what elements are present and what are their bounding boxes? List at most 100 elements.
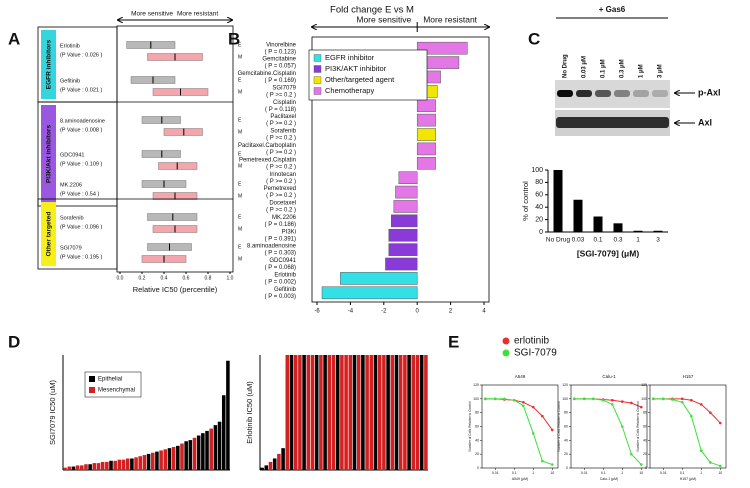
y-tick-label: 100 [562,397,568,401]
bar [80,465,84,470]
p-value: ( P = 0.002) [265,279,296,285]
point [630,452,633,456]
point [541,459,544,463]
y-tick-label: 100 [641,397,647,401]
row-label: M [238,256,242,262]
y-tick-label: 80 [535,179,543,186]
legend-label: Mesenchymal [98,388,135,394]
y-tick-label: 120 [562,383,568,387]
point [671,398,674,401]
category-label: Erlotinib [274,272,296,278]
legend-label: SGI-7079 [514,348,557,359]
bar [573,199,583,232]
bar [188,440,193,470]
row-label: E [238,244,242,250]
plot-frame [116,25,234,273]
bar [285,355,290,470]
annotation: More sensitive [356,14,411,24]
y-tick-label: 60 [564,424,568,428]
x-tick-label: -4 [348,309,354,315]
chart-title: Fold change E vs M [330,5,414,16]
bar [272,458,277,470]
category-label: Gemcitabine.Cisplatin [238,71,296,77]
point [512,398,516,402]
group-label-box [41,30,56,99]
blot-strip [555,80,670,108]
legend-swatch [89,376,95,382]
point [690,398,693,402]
curve [653,398,721,424]
y-tick-label: 40 [643,438,647,442]
row-label: M [238,89,242,95]
bar [323,355,327,470]
x-tick-label: No Drug [546,237,571,244]
bar [92,463,97,470]
row-label: E [238,117,242,123]
lane-label: 0.1 μM [601,59,607,78]
legend-swatch [313,54,322,62]
point [630,401,633,405]
category-label: Pemetrexed [264,186,296,192]
x-tick-label: 0.01 [492,471,499,475]
point [573,397,576,401]
x-tick-label: 0.1 [601,471,606,475]
bar [100,461,105,470]
x-tick-label: 2 [449,309,453,315]
band [595,90,611,97]
bar [553,170,563,232]
p-value: ( P >= 0.2 ) [266,150,296,156]
y-tick-label: 60 [535,192,543,199]
bar [593,216,603,232]
box [147,213,198,221]
category-label: Vinorelbine [266,42,297,48]
y-tick-label: 100 [531,167,543,174]
panel-label: A [8,29,20,48]
bar [369,355,374,470]
box [163,128,203,136]
y-axis-label: Number of Cells Relative to Control [557,401,561,451]
p-value: ( P >= 0.2 ) [266,208,296,214]
treatment-label: + Gas6 [599,5,626,14]
p-value: (P Value : 0.195 ) [60,254,102,260]
row-label: E [238,77,242,83]
bar [163,449,168,470]
row-label: M [238,129,242,135]
lane-label: 3 μM [658,64,664,78]
p-value: ( P >= 0.2 ) [266,164,296,170]
box [141,150,181,158]
bar [264,465,269,470]
bar [416,128,436,141]
point [620,425,624,428]
bar [117,459,122,470]
point [531,405,535,409]
bar [105,461,109,470]
x-tick-label: 1 [532,471,534,475]
category-label: Gefitinib [274,287,297,293]
x-axis-label: [SGI-7079] (μM) [577,248,640,258]
category-label: Irinotecan [270,172,296,178]
point [592,397,595,401]
band-label: p-Axl [698,87,721,97]
x-axis-label: H157 (μM) [680,477,697,481]
bar [167,448,172,470]
p-value: (P Value : 0.021 ) [60,87,102,93]
bar [159,450,163,470]
p-value: (P Value : 0.008 ) [60,127,102,133]
bar [388,243,418,256]
group-box [37,198,118,270]
x-tick-label: 10 [639,471,643,475]
bar [298,355,302,470]
y-tick-label: 20 [564,452,568,456]
legend-label: Chemotherapy [325,86,374,95]
category-label: Paclitaxel [270,114,296,120]
bar [209,428,213,470]
p-value: ( P >= 0.2 ) [266,179,296,185]
bar [260,467,264,470]
point [531,432,535,435]
legend-label: EGFR inhibitor [325,53,375,62]
band-label: Axl [698,117,712,127]
bar [416,41,468,55]
panel-label: C [528,29,540,48]
point [620,400,624,403]
western-blot: C + Gas6 No Drug 0.03 μM 0.1 μM 0.3 μM 1… [528,5,721,136]
